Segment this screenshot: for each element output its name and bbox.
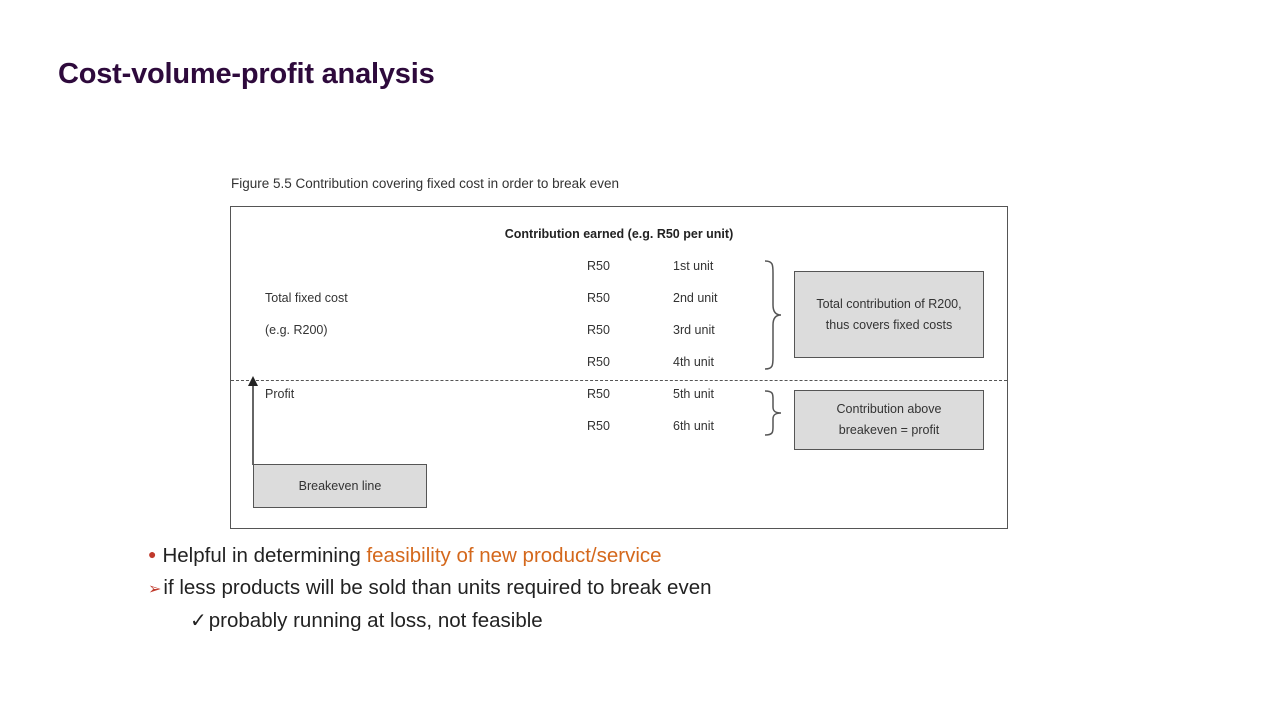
row-unit: 1st unit (673, 259, 714, 273)
up-arrow-icon (248, 376, 258, 465)
bullet-item: ➢if less products will be sold than unit… (148, 576, 712, 600)
box-contribution-profit: Contribution above breakeven = profit (794, 390, 984, 450)
bullet-text: probably running at loss, not feasible (208, 609, 543, 632)
row-amount: R50 (587, 259, 610, 273)
figure-header: Contribution earned (e.g. R50 per unit) (504, 227, 734, 241)
row-unit: 5th unit (673, 387, 715, 401)
figure-diagram: Contribution earned (e.g. R50 per unit) … (230, 206, 1008, 529)
row-unit: 2nd unit (673, 291, 718, 305)
bullet-highlight-text: feasibility of new product/service (366, 544, 662, 567)
bullet-text: Helpful in determining (162, 544, 367, 567)
checkmark-bullet-icon: ✓ (190, 610, 207, 632)
label-fixed-cost-example: (e.g. R200) (265, 323, 328, 337)
bullet-item: ✓probably running at loss, not feasible (190, 608, 543, 633)
row-amount: R50 (587, 355, 610, 369)
curly-brace-icon (764, 390, 782, 436)
breakeven-dashed-line (231, 380, 1007, 381)
row-amount: R50 (587, 419, 610, 433)
row-amount: R50 (587, 323, 610, 337)
bullet-text: if less products will be sold than units… (163, 576, 712, 599)
row-unit: 6th unit (673, 419, 715, 433)
figure-caption: Figure 5.5 Contribution covering fixed c… (231, 176, 619, 191)
row-amount: R50 (587, 291, 610, 305)
row-unit: 3rd unit (673, 323, 715, 337)
label-profit: Profit (265, 387, 295, 401)
arrow-bullet-icon: ➢ (148, 581, 162, 598)
row-unit: 4th unit (673, 355, 715, 369)
label-total-fixed-cost: Total fixed cost (265, 291, 348, 305)
dot-bullet-icon: ● (148, 546, 157, 562)
box-breakeven-line: Breakeven line (253, 464, 427, 508)
box-total-contribution: Total contribution of R200, thus covers … (794, 271, 984, 358)
row-amount: R50 (587, 387, 610, 401)
slide-title: Cost-volume-profit analysis (58, 58, 435, 90)
curly-brace-icon (764, 260, 782, 370)
bullet-item: ● Helpful in determining feasibility of n… (148, 544, 662, 568)
